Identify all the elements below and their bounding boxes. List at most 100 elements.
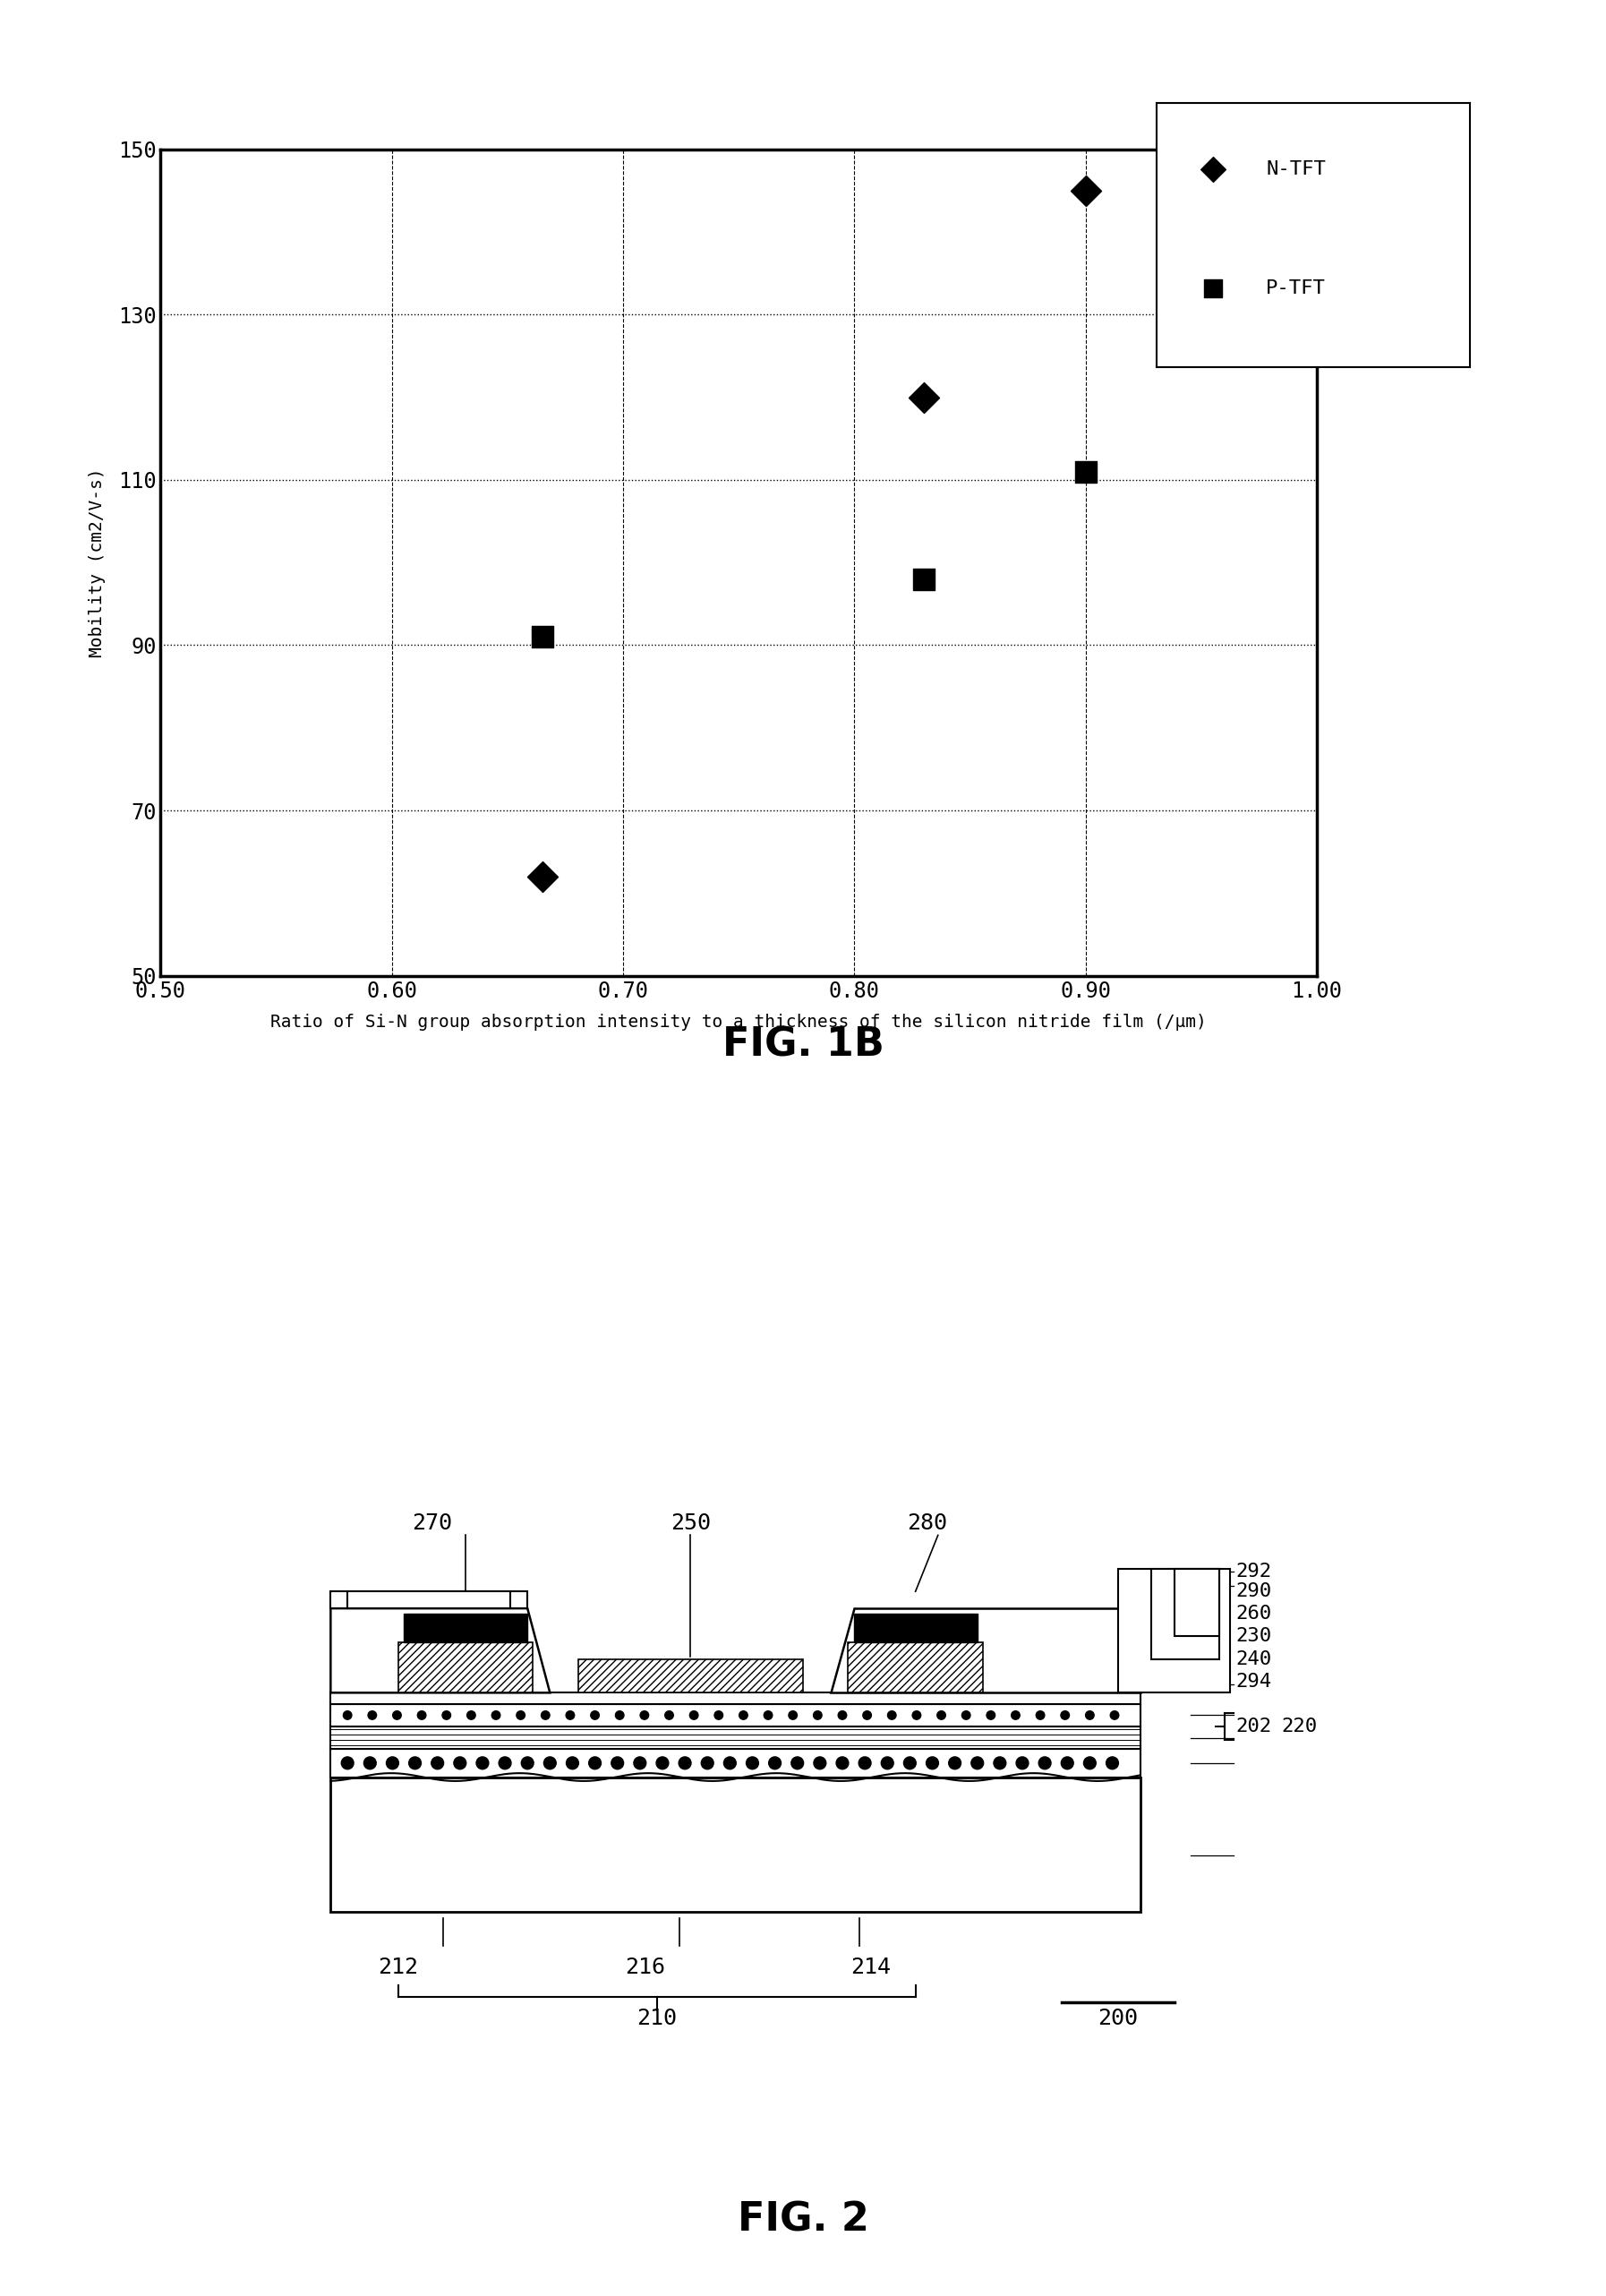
Circle shape [789,1711,797,1720]
Circle shape [739,1711,748,1720]
Circle shape [838,1711,846,1720]
Polygon shape [331,1607,549,1692]
Bar [848,1642,983,1692]
Bar [403,1614,527,1642]
Circle shape [882,1756,893,1770]
Circle shape [1012,1711,1020,1720]
Circle shape [477,1756,488,1770]
Circle shape [837,1756,848,1770]
Point [1073,172,1099,209]
Point [911,560,936,597]
Text: 260: 260 [1237,1605,1272,1623]
Circle shape [589,1756,601,1770]
Circle shape [365,1756,376,1770]
Circle shape [769,1756,781,1770]
Text: 214: 214 [850,1956,891,1979]
Bar [1174,1568,1219,1637]
Circle shape [522,1756,533,1770]
Circle shape [467,1711,475,1720]
Bar [331,1692,1140,1704]
Bar [398,1642,533,1692]
Circle shape [491,1711,499,1720]
Circle shape [904,1756,915,1770]
Circle shape [541,1711,549,1720]
Circle shape [612,1756,623,1770]
Circle shape [927,1756,938,1770]
Bar [331,1750,1140,1777]
Circle shape [1110,1711,1119,1720]
Circle shape [747,1756,758,1770]
Circle shape [565,1711,575,1720]
Bar [331,1591,527,1607]
Circle shape [1107,1756,1118,1770]
Bar [347,1591,511,1607]
Circle shape [949,1756,960,1770]
Circle shape [342,1756,353,1770]
Bar [854,1614,978,1642]
Circle shape [1017,1756,1028,1770]
Circle shape [859,1756,870,1770]
Polygon shape [832,1607,1140,1692]
Text: 294: 294 [1237,1671,1272,1690]
Circle shape [679,1756,691,1770]
Circle shape [634,1756,646,1770]
Circle shape [410,1756,421,1770]
Circle shape [499,1756,511,1770]
Text: 270: 270 [411,1513,451,1534]
Text: FIG. 2: FIG. 2 [737,2202,869,2239]
Circle shape [689,1711,699,1720]
Circle shape [442,1711,451,1720]
Bar [1152,1568,1219,1660]
Point [1073,452,1099,489]
Bar [578,1660,803,1692]
Circle shape [814,1756,825,1770]
Circle shape [591,1711,599,1720]
Circle shape [387,1756,398,1770]
Circle shape [517,1711,525,1720]
Circle shape [702,1756,713,1770]
Circle shape [665,1711,673,1720]
Circle shape [1062,1756,1073,1770]
Text: 240: 240 [1237,1651,1272,1667]
X-axis label: Ratio of Si-N group absorption intensity to a thickness of the silicon nitride f: Ratio of Si-N group absorption intensity… [271,1015,1206,1031]
Y-axis label: Mobility (cm2/V-s): Mobility (cm2/V-s) [88,468,106,657]
Circle shape [962,1711,970,1720]
Circle shape [972,1756,983,1770]
Circle shape [986,1711,996,1720]
Circle shape [1039,1756,1050,1770]
Circle shape [393,1711,402,1720]
Circle shape [344,1711,352,1720]
Text: 200: 200 [1099,2007,1139,2030]
Point [911,379,936,416]
Circle shape [764,1711,772,1720]
Circle shape [1086,1711,1094,1720]
Circle shape [418,1711,426,1720]
Circle shape [432,1756,443,1770]
Point [530,618,556,654]
Circle shape [1062,1711,1070,1720]
Text: FIG. 1B: FIG. 1B [723,1026,883,1063]
Text: 220: 220 [1282,1717,1317,1736]
Circle shape [936,1711,946,1720]
Bar [331,1704,1140,1727]
Bar [331,1727,1140,1750]
Bar [1118,1568,1230,1692]
Circle shape [813,1711,822,1720]
Point [1200,152,1225,188]
Circle shape [657,1756,668,1770]
Point [530,859,556,895]
Circle shape [615,1711,625,1720]
Text: 290: 290 [1237,1582,1272,1600]
Circle shape [792,1756,803,1770]
Text: 292: 292 [1237,1561,1272,1580]
Text: 280: 280 [906,1513,948,1534]
Circle shape [912,1711,920,1720]
Text: P-TFT: P-TFT [1266,280,1327,296]
Point [1200,271,1225,308]
Circle shape [641,1711,649,1720]
Circle shape [862,1711,872,1720]
Bar [331,1777,1140,1913]
Circle shape [994,1756,1005,1770]
Text: 230: 230 [1237,1628,1272,1646]
Circle shape [454,1756,466,1770]
